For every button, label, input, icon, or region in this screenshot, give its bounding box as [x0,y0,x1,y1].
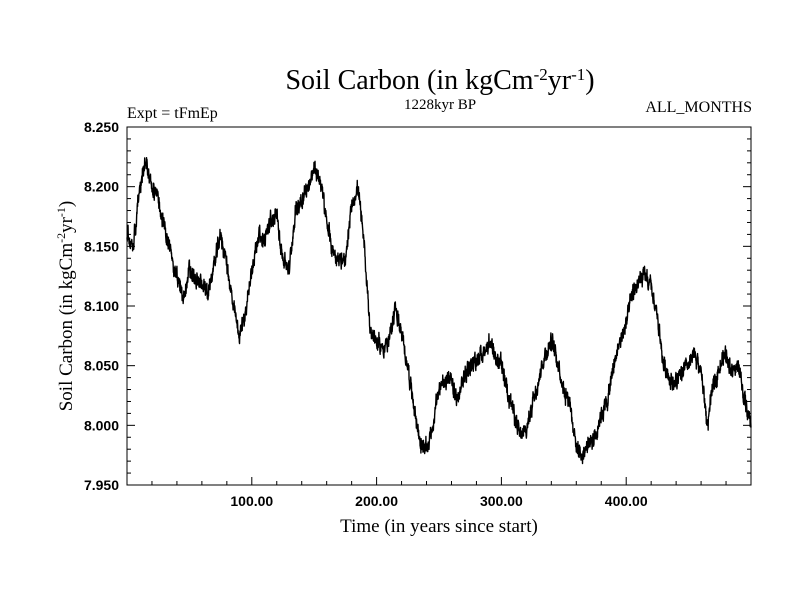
y-tick-label: 8.100 [84,298,119,314]
tick-layer: 100.00 200.00 300.00 400.00 7.950 8.000 8.050 8… [84,119,751,509]
chart-subtitle: 1228kyr BP [404,97,476,113]
x-tick-label: 100.00 [230,493,273,509]
series-line-0 [126,157,752,465]
x-tick-label: 300.00 [480,493,523,509]
x-tick-label: 400.00 [605,493,648,509]
y-tick-label: 8.000 [84,417,119,433]
y-tick-label: 8.050 [84,358,119,374]
chart-title: Soil Carbon (in kgCm-2yr-1) [285,65,594,97]
x-axis-label: Time (in years since start) [340,516,538,537]
y-tick-label: 8.200 [84,179,119,195]
series-layer [126,157,752,465]
y-tick-label: 8.250 [84,119,119,135]
y-axis-label: Soil Carbon (in kgCm-2yr-1) [54,201,77,412]
y-tick-label: 7.950 [84,477,119,493]
x-tick-label: 200.00 [355,493,398,509]
months-label: ALL_MONTHS [645,99,752,116]
plot-frame [126,126,752,486]
experiment-label: Expt = tFmEp [127,105,218,122]
y-tick-label: 8.150 [84,238,119,254]
